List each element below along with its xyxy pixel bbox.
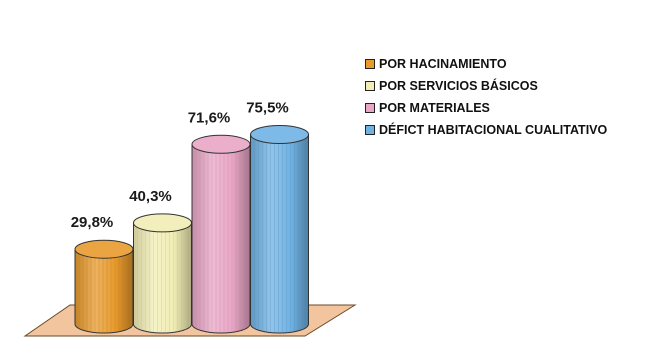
bar-body [191, 143, 251, 334]
legend-swatch [365, 125, 375, 135]
legend-item: POR HACINAMIENTO [365, 53, 607, 75]
bar-top [250, 124, 309, 144]
bar [250, 124, 309, 334]
legend-swatch [365, 59, 375, 69]
legend-item: DÉFICT HABITACIONAL CUALITATIVO [365, 119, 607, 141]
legend-label: DÉFICT HABITACIONAL CUALITATIVO [379, 123, 608, 137]
bar-body [250, 133, 309, 334]
legend: POR HACINAMIENTO POR SERVICIOS BÁSICOS POR… [365, 53, 607, 141]
legend-label: POR HACINAMIENTO [379, 57, 507, 71]
bar [191, 134, 251, 334]
bar-top [74, 239, 134, 259]
legend-label: POR SERVICIOS BÁSICOS [379, 79, 538, 93]
bar [133, 213, 192, 334]
legend-item: POR SERVICIOS BÁSICOS [365, 75, 607, 97]
data-label: 75,5% [246, 99, 289, 116]
legend-label: POR MATERIALES [379, 101, 490, 115]
legend-swatch [365, 103, 375, 113]
legend-swatch [365, 81, 375, 91]
data-label: 71,6% [188, 109, 231, 126]
bar [74, 239, 134, 334]
bar-top [191, 134, 251, 154]
bar-body [133, 222, 192, 334]
bar-top [133, 213, 192, 233]
data-label: 40,3% [129, 188, 172, 205]
data-label: 29,8% [71, 214, 114, 231]
legend-item: POR MATERIALES [365, 97, 607, 119]
bar-body [74, 248, 134, 334]
